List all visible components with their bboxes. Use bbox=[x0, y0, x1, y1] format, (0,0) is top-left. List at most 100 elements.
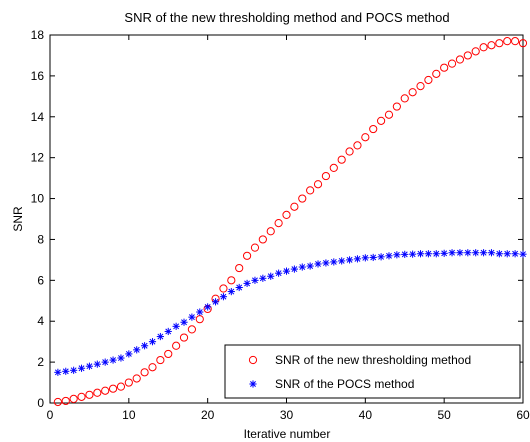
data-point-new-thresholding bbox=[250, 243, 260, 252]
asterisk-stroke bbox=[259, 275, 266, 282]
data-point-pocs bbox=[109, 356, 117, 364]
asterisk-stroke bbox=[62, 368, 69, 375]
data-point-new-thresholding bbox=[416, 82, 425, 91]
data-point-new-thresholding bbox=[298, 194, 307, 203]
asterisk-stroke bbox=[433, 250, 440, 257]
asterisk-stroke bbox=[378, 253, 385, 260]
x-axis-label: Iterative number bbox=[244, 427, 331, 441]
asterisk-stroke bbox=[354, 255, 361, 262]
data-point-pocs bbox=[385, 252, 393, 260]
data-point-new-thresholding bbox=[101, 386, 110, 395]
asterisk-stroke bbox=[173, 323, 180, 330]
data-point-pocs bbox=[275, 269, 283, 277]
data-point-pocs bbox=[141, 342, 149, 350]
data-point-pocs bbox=[322, 259, 330, 267]
legend-marker-asterisk bbox=[249, 380, 257, 388]
data-point-new-thresholding bbox=[61, 396, 70, 406]
y-tick-label: 18 bbox=[31, 28, 45, 42]
asterisk-stroke bbox=[307, 263, 314, 269]
data-point-new-thresholding bbox=[377, 116, 386, 125]
data-point-pocs bbox=[172, 322, 180, 330]
data-point-new-thresholding bbox=[227, 276, 236, 285]
data-point-new-thresholding bbox=[479, 43, 488, 52]
asterisk-stroke bbox=[472, 249, 479, 256]
legend-label-new-thresholding: SNR of the new thresholding method bbox=[275, 353, 471, 367]
asterisk-stroke bbox=[181, 319, 187, 326]
asterisk-stroke bbox=[338, 257, 345, 264]
x-tick-label: 60 bbox=[516, 408, 530, 422]
data-point-new-thresholding bbox=[424, 75, 433, 85]
asterisk-stroke bbox=[157, 333, 164, 340]
data-point-pocs bbox=[251, 276, 259, 284]
data-point-new-thresholding bbox=[77, 392, 86, 401]
legend: SNR of the new thresholding method SNR o… bbox=[224, 344, 521, 399]
data-point-pocs bbox=[416, 250, 425, 258]
data-point-pocs bbox=[377, 253, 385, 261]
data-point-new-thresholding bbox=[408, 88, 417, 97]
data-point-new-thresholding bbox=[313, 180, 323, 189]
data-point-new-thresholding bbox=[400, 94, 409, 103]
data-point-pocs bbox=[495, 250, 503, 258]
data-point-new-thresholding bbox=[329, 163, 338, 172]
data-point-pocs bbox=[211, 298, 220, 306]
x-tick-label: 40 bbox=[359, 408, 373, 422]
data-point-pocs bbox=[243, 279, 251, 287]
data-point-pocs bbox=[196, 308, 204, 316]
data-point-pocs bbox=[54, 368, 62, 376]
asterisk-stroke bbox=[133, 346, 140, 353]
asterisk-stroke bbox=[117, 355, 124, 361]
data-point-new-thresholding bbox=[124, 378, 133, 387]
x-tick-label: 50 bbox=[437, 408, 451, 422]
x-tick-label: 10 bbox=[122, 408, 136, 422]
x-axis: 0 10 20 30 40 50 60 bbox=[47, 35, 530, 422]
data-point-new-thresholding bbox=[164, 349, 173, 359]
data-point-pocs bbox=[511, 250, 519, 258]
data-point-new-thresholding bbox=[85, 390, 94, 399]
asterisk-stroke bbox=[86, 363, 93, 370]
data-point-pocs bbox=[156, 332, 164, 341]
asterisk-stroke bbox=[283, 268, 290, 275]
y-tick-label: 6 bbox=[37, 273, 44, 287]
data-point-new-thresholding bbox=[345, 147, 354, 156]
data-point-new-thresholding bbox=[235, 263, 244, 273]
data-point-new-thresholding bbox=[132, 374, 141, 383]
data-point-new-thresholding bbox=[463, 51, 472, 60]
data-point-pocs bbox=[440, 249, 448, 257]
data-point-pocs bbox=[267, 272, 275, 280]
data-point-pocs bbox=[338, 257, 346, 265]
asterisk-stroke bbox=[496, 250, 503, 257]
data-point-pocs bbox=[401, 250, 409, 258]
data-point-pocs bbox=[204, 303, 212, 311]
asterisk-stroke bbox=[409, 251, 416, 258]
asterisk-stroke bbox=[250, 381, 256, 387]
data-point-pocs bbox=[448, 249, 456, 257]
data-point-new-thresholding bbox=[274, 218, 283, 228]
data-point-pocs bbox=[70, 366, 78, 374]
data-point-pocs bbox=[77, 364, 86, 372]
data-point-new-thresholding bbox=[353, 141, 362, 150]
data-point-pocs bbox=[479, 249, 488, 257]
asterisk-stroke bbox=[165, 328, 172, 335]
asterisk-stroke bbox=[110, 357, 117, 364]
data-point-new-thresholding bbox=[116, 382, 126, 391]
data-point-pocs bbox=[424, 250, 432, 258]
data-point-new-thresholding bbox=[140, 368, 149, 377]
data-point-new-thresholding bbox=[495, 39, 504, 48]
asterisk-stroke bbox=[102, 359, 109, 366]
asterisk-stroke bbox=[504, 250, 511, 257]
data-point-pocs bbox=[519, 250, 527, 258]
data-point-pocs bbox=[393, 251, 401, 259]
data-point-new-thresholding bbox=[361, 133, 370, 142]
data-point-pocs bbox=[345, 256, 354, 264]
asterisk-stroke bbox=[78, 365, 85, 372]
data-point-pocs bbox=[93, 360, 101, 368]
data-point-new-thresholding bbox=[172, 341, 181, 350]
data-point-new-thresholding bbox=[69, 394, 78, 404]
asterisk-stroke bbox=[236, 284, 243, 291]
asterisk-stroke bbox=[299, 264, 306, 270]
asterisk-stroke bbox=[70, 367, 77, 374]
data-point-new-thresholding bbox=[455, 55, 465, 64]
data-point-new-thresholding bbox=[337, 155, 346, 164]
asterisk-stroke bbox=[464, 249, 471, 256]
